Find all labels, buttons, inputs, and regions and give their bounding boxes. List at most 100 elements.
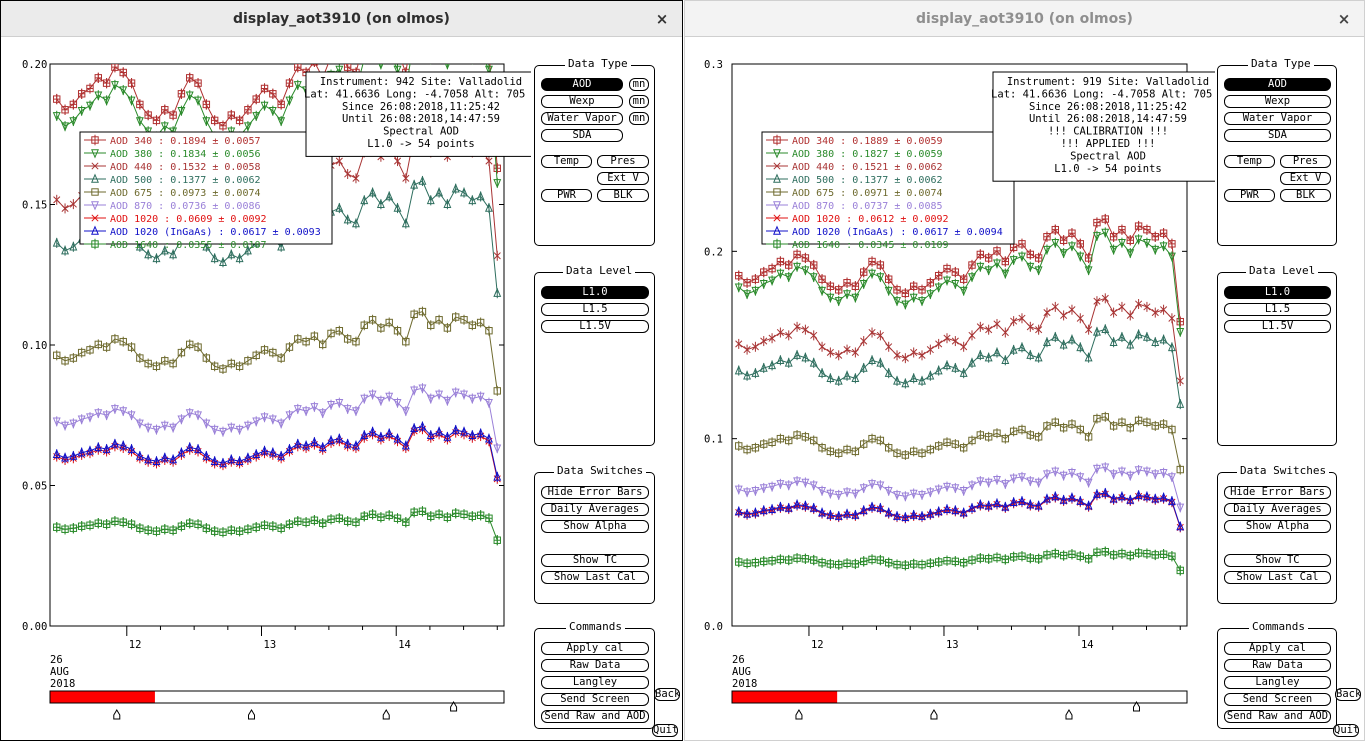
legend-label: AOD 340 : 0.1889 ± 0.0059 <box>792 136 943 147</box>
panel-title: Data Type <box>565 57 631 70</box>
daily-averages-button[interactable]: Daily Averages <box>541 503 649 516</box>
send-screen-button[interactable]: Send Screen <box>1224 693 1331 706</box>
panel-title: Commands <box>1249 620 1308 633</box>
date-year: 2018 <box>732 678 757 690</box>
wexp-mn-button[interactable]: mn <box>629 95 649 108</box>
info-line: Lat: 41.6636 Long: -4.7058 Alt: 705 m <box>304 88 531 100</box>
langley-button[interactable]: Langley <box>541 676 649 689</box>
blk-button[interactable]: BLK <box>1280 189 1331 202</box>
pwr-button[interactable]: PWR <box>1224 189 1275 202</box>
legend-label: AOD 1020 : 0.0612 ± 0.0092 <box>792 214 949 225</box>
time-marker-icon <box>1066 710 1072 719</box>
info-line: Spectral AOD <box>383 126 459 138</box>
date-day: 26 <box>732 654 745 666</box>
level-l10-button[interactable]: L1.0 <box>541 286 649 299</box>
window-title: display_aot3910 (on olmos) <box>233 11 450 27</box>
info-line: Lat: 41.6636 Long: -4.7058 Alt: 705 m <box>991 88 1215 100</box>
panel-title: Data Level <box>563 264 635 277</box>
send-screen-button[interactable]: Send Screen <box>541 693 649 706</box>
level-l15-button[interactable]: L1.5 <box>1224 303 1331 316</box>
data-point-cross <box>328 51 334 61</box>
data-type-panel: Data Type AOD Wexp Water Vapor SDA Temp … <box>1217 65 1337 246</box>
pres-button[interactable]: Pres <box>1280 155 1331 168</box>
y-tick-label: 0.10 <box>22 340 47 352</box>
raw-data-button[interactable]: Raw Data <box>1224 659 1331 672</box>
info-line: L1.0 -> 54 points <box>1054 163 1161 175</box>
data-point <box>336 48 342 54</box>
data-type-panel: Data Type AOD mn Wexp mn Water Vapor mn … <box>534 65 655 246</box>
apply-cal-button[interactable]: Apply cal <box>1224 642 1331 655</box>
show-alpha-button[interactable]: Show Alpha <box>541 520 649 533</box>
data-point-cross <box>336 46 342 56</box>
pres-button[interactable]: Pres <box>597 155 649 168</box>
legend-label: AOD 870 : 0.0736 ± 0.0086 <box>110 201 261 212</box>
level-l10-button[interactable]: L1.0 <box>1224 286 1331 299</box>
show-tc-button[interactable]: Show TC <box>1224 554 1331 567</box>
aod-mn-button[interactable]: mn <box>629 78 649 91</box>
close-icon[interactable]: × <box>1336 1 1352 37</box>
temp-button[interactable]: Temp <box>541 155 592 168</box>
quit-button[interactable]: Quit <box>652 724 678 737</box>
hide-error-bars-button[interactable]: Hide Error Bars <box>541 486 649 499</box>
ext-v-button[interactable]: Ext V <box>597 172 649 185</box>
panel-title: Data Switches <box>1237 464 1329 477</box>
info-line: L1.0 -> 54 points <box>367 138 474 150</box>
show-tc-button[interactable]: Show TC <box>541 554 649 567</box>
data-point-cross <box>378 41 384 51</box>
data-point <box>394 48 400 54</box>
level-l15v-button[interactable]: L1.5V <box>1224 320 1331 333</box>
data-point-cross <box>428 38 434 46</box>
sda-button[interactable]: SDA <box>1224 129 1331 142</box>
show-last-cal-button[interactable]: Show Last Cal <box>541 571 649 584</box>
hide-error-bars-button[interactable]: Hide Error Bars <box>1224 486 1331 499</box>
back-button[interactable]: Back <box>654 688 680 701</box>
aod-button[interactable]: AOD <box>541 78 623 91</box>
send-raw-aod-button[interactable]: Send Raw and AOD <box>541 710 649 723</box>
daily-averages-button[interactable]: Daily Averages <box>1224 503 1331 516</box>
data-point <box>328 53 334 59</box>
info-line: Instrument: 942 Site: Valladolid <box>320 76 522 88</box>
sda-button[interactable]: SDA <box>541 129 623 142</box>
aod-button[interactable]: AOD <box>1224 78 1331 91</box>
x-tick-label: 12 <box>811 639 824 651</box>
legend-label: AOD 675 : 0.0973 ± 0.0074 <box>110 188 261 199</box>
apply-cal-button[interactable]: Apply cal <box>541 642 649 655</box>
level-l15-button[interactable]: L1.5 <box>541 303 649 316</box>
window-title-bar[interactable]: display_aot3910 (on olmos) × <box>1 1 682 37</box>
back-button[interactable]: Back <box>1335 688 1361 701</box>
quit-button[interactable]: Quit <box>1333 724 1359 737</box>
legend-label: AOD 440 : 0.1521 ± 0.0062 <box>792 162 943 173</box>
temp-button[interactable]: Temp <box>1224 155 1275 168</box>
data-point <box>461 46 467 53</box>
raw-data-button[interactable]: Raw Data <box>541 659 649 672</box>
level-l15v-button[interactable]: L1.5V <box>541 320 649 333</box>
water-vapor-button[interactable]: Water Vapor <box>541 112 623 125</box>
wexp-button[interactable]: Wexp <box>1224 95 1331 108</box>
legend-label: AOD 380 : 0.1827 ± 0.0059 <box>792 149 943 160</box>
legend-label: AOD 1020 (InGaAs) : 0.0617 ± 0.0094 <box>792 227 1003 238</box>
data-point <box>486 48 492 54</box>
ext-v-button[interactable]: Ext V <box>1280 172 1331 185</box>
y-tick-label: 0.05 <box>22 481 47 493</box>
data-point-cross <box>469 38 475 46</box>
panel-title: Data Level <box>1246 264 1318 277</box>
send-raw-aod-button[interactable]: Send Raw and AOD <box>1224 710 1331 723</box>
data-point <box>428 38 434 44</box>
window-title-bar[interactable]: display_aot3910 (on olmos) × <box>685 1 1364 37</box>
blk-button[interactable]: BLK <box>597 189 649 202</box>
close-icon[interactable]: × <box>654 1 670 37</box>
wexp-button[interactable]: Wexp <box>541 95 623 108</box>
info-line: Spectral AOD <box>1070 150 1146 162</box>
water-vapor-mn-button[interactable]: mn <box>629 112 649 125</box>
show-last-cal-button[interactable]: Show Last Cal <box>1224 571 1331 584</box>
show-alpha-button[interactable]: Show Alpha <box>1224 520 1331 533</box>
info-line: Since 26:08:2018,11:25:42 <box>342 101 500 113</box>
pwr-button[interactable]: PWR <box>541 189 592 202</box>
data-point-cross <box>444 41 450 51</box>
water-vapor-button[interactable]: Water Vapor <box>1224 112 1331 125</box>
langley-button[interactable]: Langley <box>1224 676 1331 689</box>
